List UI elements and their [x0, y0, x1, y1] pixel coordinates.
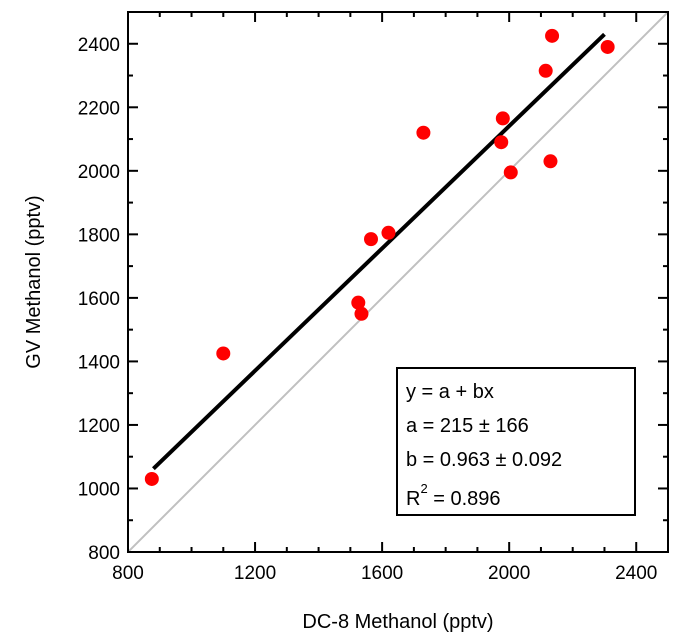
data-point-12 — [543, 154, 558, 169]
data-point-5 — [364, 232, 378, 247]
data-point-1 — [144, 471, 159, 486]
y-tick-label-1400: 1400 — [78, 352, 120, 373]
x-tick-label-2400: 2400 — [615, 563, 657, 584]
plot-frame — [127, 11, 669, 553]
data-point-11 — [538, 63, 553, 78]
legend-slope: b = 0.963 ± 0.092 — [406, 449, 562, 471]
data-point-3 — [351, 295, 366, 310]
x-axis-ticks: 800 1200 1600 2000 2400 — [112, 12, 669, 584]
legend-equation: y = a + bx — [406, 381, 494, 403]
y-tick-label-800: 800 — [88, 543, 120, 564]
legend-r-superscript: 2 — [420, 481, 427, 496]
y-axis-label: GV Methanol (pptv) — [23, 195, 45, 368]
legend-intercept: a = 215 ± 166 — [406, 415, 529, 437]
y-tick-label-1600: 1600 — [78, 289, 120, 310]
data-point-9 — [495, 111, 510, 126]
regression-fit-line — [152, 32, 606, 471]
data-point-4 — [354, 306, 369, 321]
data-point-7 — [416, 125, 431, 140]
one-to-one-reference-line — [128, 12, 668, 552]
y-tick-label-1800: 1800 — [78, 225, 120, 246]
x-tick-label-1200: 1200 — [234, 563, 276, 584]
legend-r-prefix: R — [406, 488, 420, 510]
y-axis-ticks: 800 1000 1200 1400 1600 1800 2000 2200 2400 — [78, 11, 668, 564]
data-point-14 — [600, 39, 615, 54]
data-points — [144, 28, 615, 486]
y-tick-label-2200: 2200 — [78, 98, 120, 119]
data-point-8 — [494, 135, 509, 150]
x-tick-label-1600: 1600 — [361, 563, 403, 584]
data-point-13 — [545, 28, 560, 43]
fit-statistics-legend: y = a + bx a = 215 ± 166 b = 0.963 ± 0.0… — [396, 367, 636, 516]
y-tick-label-2000: 2000 — [78, 162, 120, 183]
legend-r-value: = 0.896 — [428, 488, 501, 510]
x-tick-label-2000: 2000 — [488, 563, 530, 584]
x-tick-label-800: 800 — [112, 563, 144, 584]
y-tick-label-1200: 1200 — [78, 416, 120, 437]
y-tick-label-1000: 1000 — [78, 479, 120, 500]
legend-r-squared: R2 = 0.896 — [406, 481, 501, 510]
data-point-2 — [216, 346, 231, 361]
data-point-6 — [381, 225, 396, 240]
legend-box — [396, 367, 636, 516]
x-axis-label: DC-8 Methanol (pptv) — [302, 611, 493, 633]
y-tick-label-2400: 2400 — [78, 35, 120, 56]
data-point-10 — [503, 165, 518, 180]
